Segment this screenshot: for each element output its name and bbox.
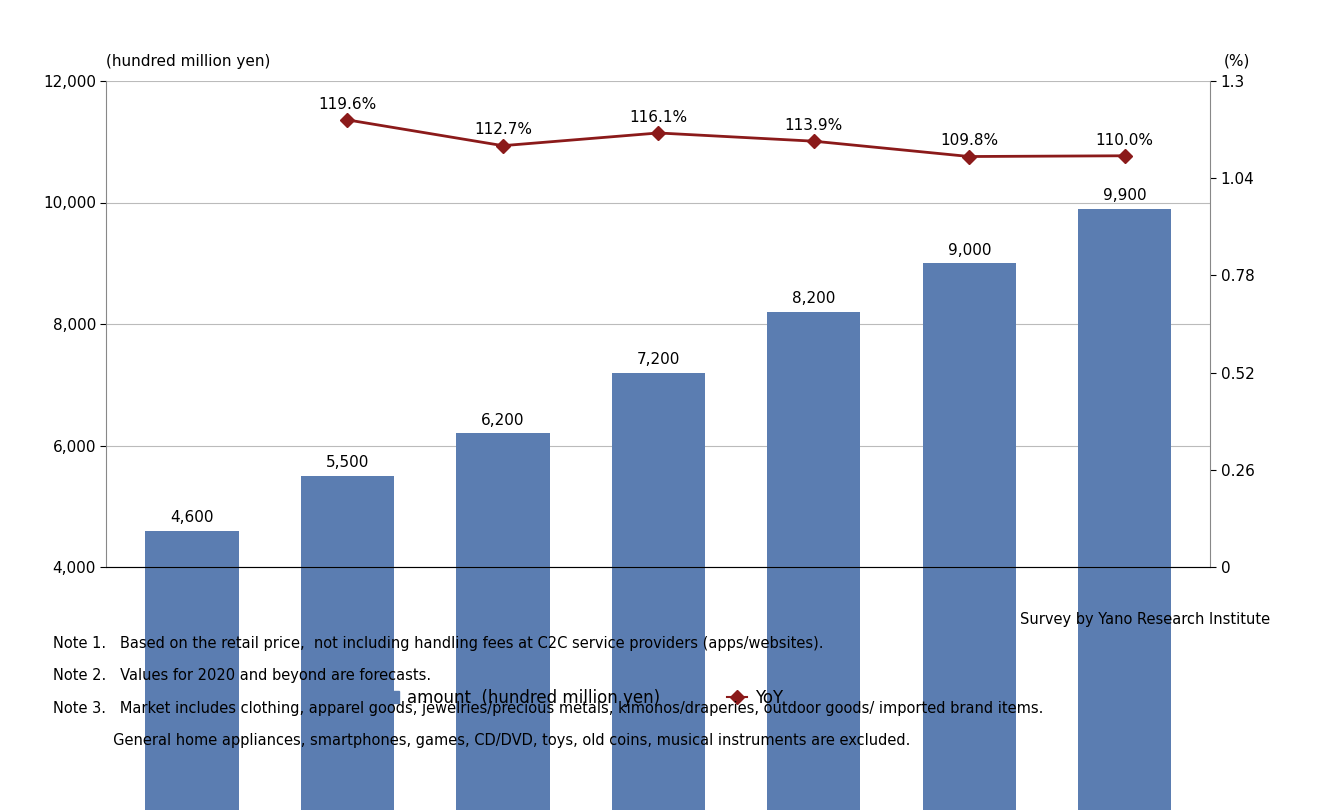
Text: 9,000: 9,000 xyxy=(947,243,991,258)
Text: Note 1.   Based on the retail price,  not including handling fees at C2C service: Note 1. Based on the retail price, not i… xyxy=(53,636,823,651)
Text: (%): (%) xyxy=(1224,53,1250,69)
Text: 113.9%: 113.9% xyxy=(785,118,843,133)
Text: Survey by Yano Research Institute: Survey by Yano Research Institute xyxy=(1020,612,1270,627)
Text: 6,200: 6,200 xyxy=(481,413,524,428)
Bar xyxy=(612,373,705,810)
Text: General home appliances, smartphones, games, CD/DVD, toys, old coins, musical in: General home appliances, smartphones, ga… xyxy=(53,733,911,748)
Legend: amount  (hundred million yen), YoY: amount (hundred million yen), YoY xyxy=(372,682,790,714)
Text: (hundred million yen): (hundred million yen) xyxy=(106,53,271,69)
Bar xyxy=(767,312,861,810)
Text: 110.0%: 110.0% xyxy=(1096,133,1154,147)
Text: 8,200: 8,200 xyxy=(793,292,835,306)
Bar xyxy=(456,433,549,810)
Text: 112.7%: 112.7% xyxy=(473,122,532,138)
Text: 109.8%: 109.8% xyxy=(940,134,999,148)
Text: 5,500: 5,500 xyxy=(326,455,370,471)
Text: 9,900: 9,900 xyxy=(1103,188,1146,203)
Text: Note 2.   Values for 2020 and beyond are forecasts.: Note 2. Values for 2020 and beyond are f… xyxy=(53,668,431,684)
Bar xyxy=(923,263,1016,810)
Bar xyxy=(301,476,394,810)
Text: 116.1%: 116.1% xyxy=(629,109,688,125)
Bar xyxy=(1079,209,1172,810)
Text: 7,200: 7,200 xyxy=(637,352,680,367)
Bar xyxy=(145,531,238,810)
Text: Note 3.   Market includes clothing, apparel goods, jewelries/precious metals, ki: Note 3. Market includes clothing, appare… xyxy=(53,701,1044,716)
Text: 119.6%: 119.6% xyxy=(318,96,376,112)
Text: 4,600: 4,600 xyxy=(170,510,214,525)
